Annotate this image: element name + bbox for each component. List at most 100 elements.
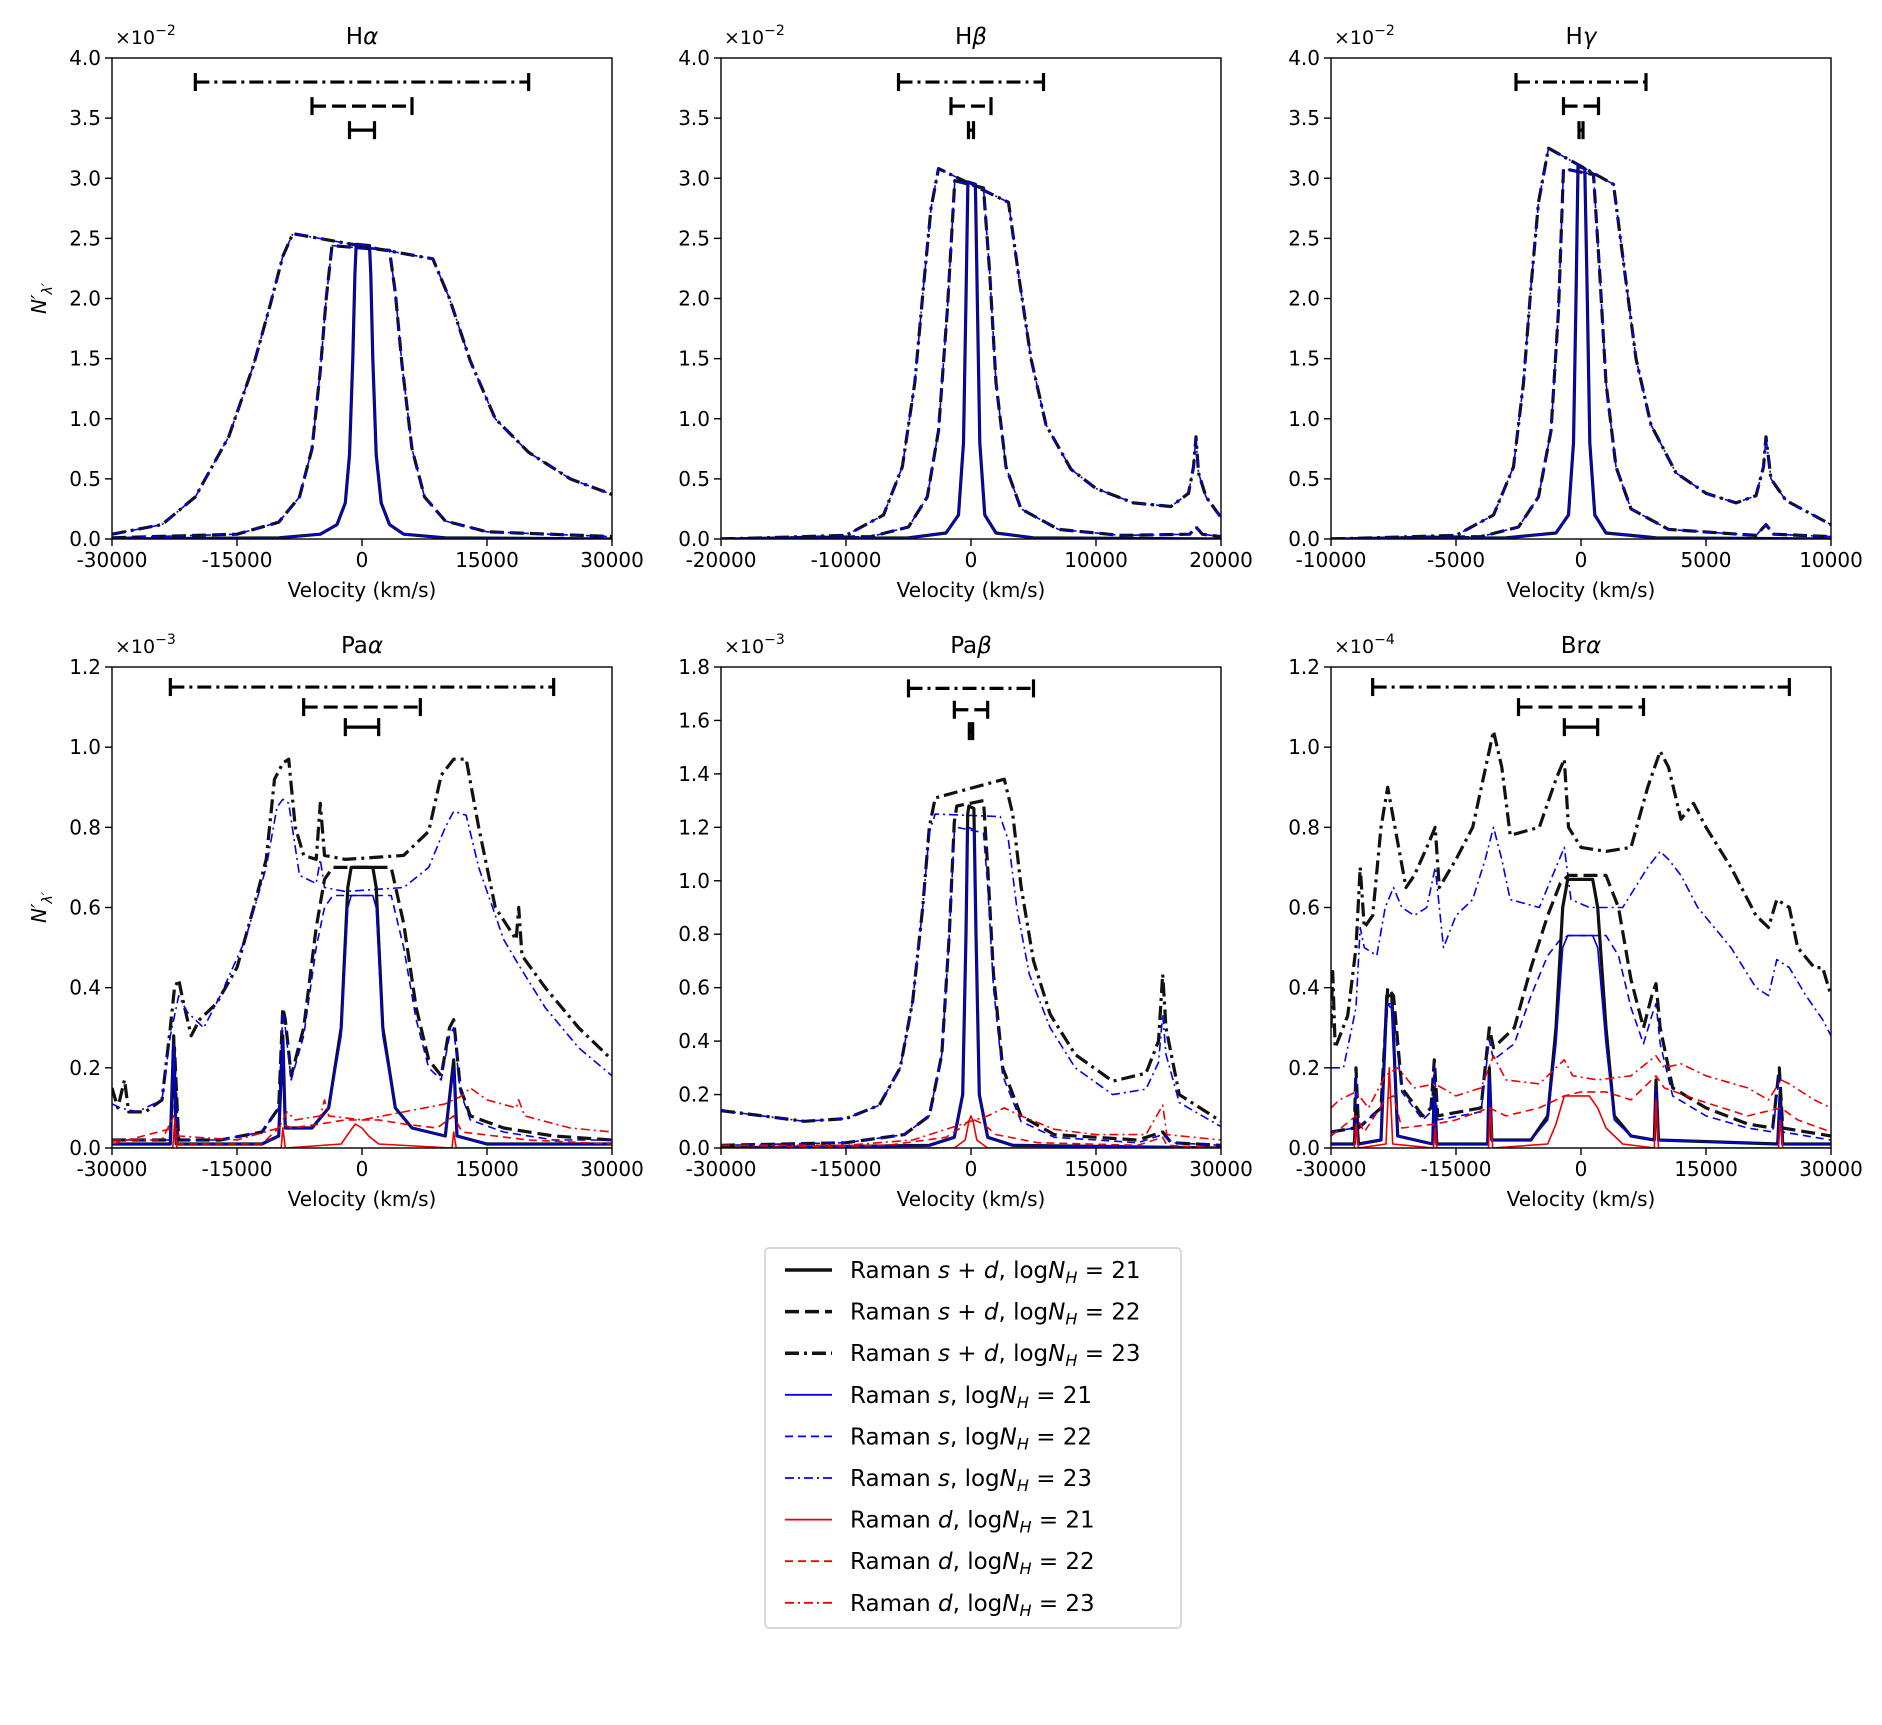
y-tick-label: 0.6 [69, 896, 101, 920]
series-line-s-dashdot [721, 167, 1221, 539]
x-tick-label: 0 [356, 548, 369, 572]
y-tick-label: 0.6 [678, 976, 710, 1000]
x-tick-label: -15000 [811, 1157, 882, 1181]
axis-multiplier: ×10−4 [1334, 632, 1395, 658]
y-tick-label: 2.0 [69, 287, 101, 311]
x-tick-label: 30000 [580, 548, 644, 572]
y-tick-label: 1.2 [1288, 655, 1320, 679]
x-tick-label: 15000 [1674, 1157, 1738, 1181]
x-axis-label: Velocity (km/s) [288, 578, 437, 602]
plot-frame [1330, 57, 1832, 540]
error-bar-dashed [1561, 97, 1601, 116]
x-tick-label: 30000 [580, 1157, 644, 1181]
y-tick-label: 1.2 [678, 815, 710, 839]
x-tick-label: -10000 [1296, 548, 1367, 572]
x-axis-label: Velocity (km/s) [1507, 1187, 1656, 1211]
y-axis-label: N′λ′ [27, 891, 56, 923]
series-line-d-dashed [1331, 1075, 1831, 1137]
x-tick-label: 0 [1575, 548, 1588, 572]
x-tick-label: 20000 [1189, 548, 1253, 572]
x-tick-label: -30000 [77, 1157, 148, 1181]
axis-multiplier: ×10−2 [724, 23, 785, 49]
error-bar-dashdot [193, 73, 531, 92]
y-tick-label: 3.0 [1288, 166, 1320, 190]
legend-label-6: Raman s, logNH = 23 [850, 1466, 1092, 1495]
series-line-s-dashed [1331, 934, 1831, 1141]
series-line-s-solid [1331, 934, 1831, 1145]
y-tick-label: 3.0 [69, 166, 101, 190]
series-line-s-dashed [112, 244, 612, 539]
error-bar-solid [347, 121, 377, 140]
y-tick-label: 4.0 [1288, 46, 1320, 70]
legend: Raman s + d, logNH = 21 Raman s + d, logN… [764, 1247, 1182, 1629]
x-tick-label: -15000 [1421, 1157, 1492, 1181]
error-bar-solid [1577, 121, 1585, 140]
x-tick-label: 0 [1575, 1157, 1588, 1181]
error-bar-dashdot [906, 679, 1036, 698]
y-tick-label: 0.0 [69, 1136, 101, 1160]
y-tick-label: 2.5 [69, 226, 101, 250]
axis-multiplier: ×10−2 [115, 23, 176, 49]
x-tick-label: 10000 [1799, 548, 1863, 572]
error-bar-dashed [949, 97, 993, 116]
y-tick-label: 0.0 [1288, 527, 1320, 551]
series-line-s-dashed [721, 826, 1221, 1147]
legend-label-8: Raman d, logNH = 22 [850, 1549, 1095, 1578]
x-tick-label: 5000 [1681, 548, 1732, 572]
series-line-s-dashdot [1331, 826, 1831, 1069]
x-tick-label: 30000 [1799, 1157, 1863, 1181]
series-line-sd-dashdot [1331, 729, 1831, 1050]
y-tick-label: 1.0 [1288, 735, 1320, 759]
y-tick-label: 1.0 [69, 735, 101, 759]
y-tick-label: 1.4 [678, 762, 710, 786]
plot-frame [111, 666, 613, 1149]
axis-multiplier: ×10−3 [724, 632, 785, 658]
x-tick-label: -5000 [1427, 548, 1485, 572]
series-line-sd-dashed [1331, 873, 1831, 1138]
y-tick-label: 0.8 [678, 922, 710, 946]
chart-title: Brα [1561, 633, 1601, 659]
series-line-sd-dashdot [112, 232, 612, 536]
x-tick-label: 15000 [1064, 1157, 1128, 1181]
plot-frame [720, 57, 1222, 540]
x-axis-label: Velocity (km/s) [1507, 578, 1656, 602]
y-tick-label: 3.5 [1288, 106, 1320, 130]
series-group [721, 777, 1221, 1148]
series-line-s-dashdot [721, 813, 1221, 1128]
series-line-sd-solid [1331, 877, 1831, 1146]
x-tick-label: 15000 [455, 548, 519, 572]
legend-label-1: Raman s + d, logNH = 21 [850, 1258, 1141, 1287]
series-line-sd-dashed [112, 865, 612, 1142]
x-tick-label: -30000 [1296, 1157, 1367, 1181]
series-line-sd-dashdot [1331, 146, 1831, 539]
y-tick-label: 1.5 [69, 347, 101, 371]
chart-title: Paα [341, 633, 383, 659]
series-group [1331, 146, 1831, 539]
legend-label-4: Raman s, logNH = 21 [850, 1383, 1092, 1412]
x-tick-label: 30000 [1189, 1157, 1253, 1181]
chart-panel-2: -20000 -10000 0 10000 20000 0.0 0.5 1.0 1.5 2.0 2.… [678, 23, 1253, 602]
y-tick-label: 0.6 [1288, 896, 1320, 920]
error-bar-solid [966, 121, 976, 140]
x-tick-label: -20000 [686, 548, 757, 572]
series-line-d-dashed [721, 1117, 1221, 1148]
series-line-sd-solid [721, 180, 1221, 539]
y-tick-label: 0.4 [1288, 976, 1320, 1000]
chart-title: Hα [346, 24, 378, 50]
series-line-s-solid [721, 826, 1221, 1148]
series-line-d-dashed [112, 1115, 612, 1145]
x-tick-label: -10000 [811, 548, 882, 572]
series-group [112, 232, 612, 539]
series-line-s-dashdot [112, 798, 612, 1113]
x-axis-label: Velocity (km/s) [288, 1187, 437, 1211]
series-line-d-solid [721, 1115, 1221, 1148]
y-tick-label: 2.5 [678, 226, 710, 250]
plot-frame [720, 666, 1222, 1149]
y-tick-label: 0.2 [1288, 1056, 1320, 1080]
y-tick-label: 1.5 [1288, 347, 1320, 371]
y-tick-label: 0.5 [69, 467, 101, 491]
chart-panel-1: -30000 -15000 0 15000 30000 0.0 0.5 1.0 1.5 2.0 2.… [27, 23, 644, 602]
y-tick-label: 0.8 [69, 815, 101, 839]
axis-multiplier: ×10−3 [115, 632, 176, 658]
chart-panel-6: -30000 -15000 0 15000 30000 0.0 0.2 0.4 0.6 0.8 1.… [1288, 632, 1863, 1211]
